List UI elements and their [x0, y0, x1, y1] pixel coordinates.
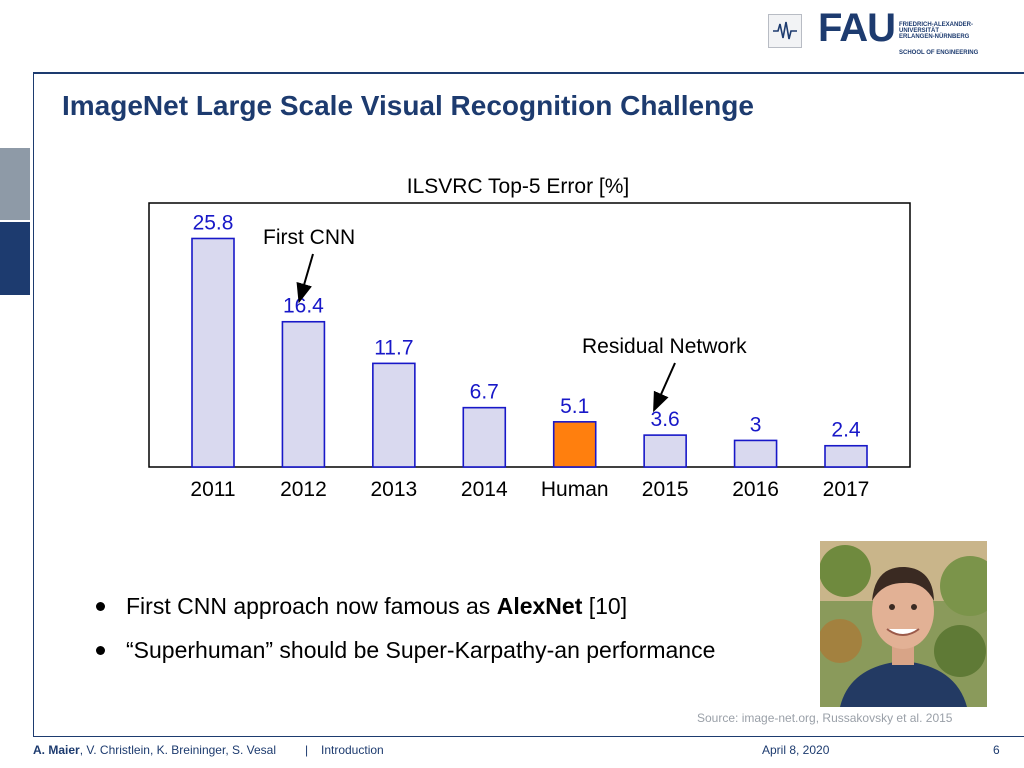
x-tick-label: 2011 — [190, 478, 235, 501]
x-tick-label: 2014 — [461, 478, 508, 501]
bar-2016 — [733, 439, 778, 468]
bar-2011 — [191, 237, 235, 468]
data-label: 6.7 — [470, 381, 499, 404]
x-tick-label: 2015 — [642, 478, 689, 501]
waveform-icon — [773, 21, 797, 40]
chart-title: ILSVRC Top-5 Error [%] — [407, 175, 630, 198]
fau-logo-university: FRIEDRICH-ALEXANDER- UNIVERSITÄT ERLANGE… — [899, 22, 973, 40]
slide-title: ImageNet Large Scale Visual Recognition … — [62, 90, 754, 121]
footer-date: April 8, 2020 — [762, 743, 830, 757]
x-tick-label: 2017 — [823, 478, 870, 501]
footer-authors: A. Maier, V. Christlein, K. Breininger, … — [33, 743, 277, 757]
plot-area — [148, 202, 911, 468]
lme-logo — [768, 14, 802, 48]
bar-2013 — [372, 362, 416, 468]
fau-logo-word: FAU — [818, 6, 896, 50]
annotation-arrow — [653, 362, 676, 413]
x-tick-label: Human — [541, 478, 609, 501]
data-label: 3 — [750, 413, 762, 436]
bullet-dot — [96, 645, 105, 655]
x-tick-label: 2012 — [280, 478, 327, 501]
footer-section: Introduction — [321, 743, 384, 757]
portrait-photo — [820, 541, 987, 707]
data-label: 16.4 — [283, 295, 324, 318]
bar-human — [552, 421, 597, 468]
slide-frame — [33, 72, 1024, 737]
footer-page-number: 6 — [993, 743, 1000, 757]
bullet-item: First CNN approach now famous as AlexNet… — [96, 584, 715, 628]
source-citation: Source: image-net.org, Russakovsky et al… — [697, 711, 953, 725]
bar-2012 — [281, 320, 326, 468]
bar-2014 — [462, 406, 507, 468]
bullet-list: First CNN approach now famous as AlexNet… — [96, 584, 715, 672]
annotation-label: First CNN — [263, 226, 355, 249]
data-label: 25.8 — [193, 211, 234, 234]
error-bar-chart: ILSVRC Top-5 Error [%] 25.8 2011 16.4 2012 1… — [148, 175, 911, 501]
data-label: 11.7 — [374, 336, 413, 359]
annotation-arrow — [296, 253, 314, 304]
data-label: 5.1 — [560, 395, 589, 418]
side-tab-upper — [0, 148, 30, 220]
data-label: 2.4 — [831, 419, 861, 442]
bar-2015 — [643, 434, 687, 468]
footer-divider — [33, 736, 1024, 737]
bullet-text: First CNN approach now famous as AlexNet… — [126, 592, 628, 619]
bullet-bold: AlexNet — [496, 592, 583, 619]
side-tab-lower — [0, 222, 30, 295]
fau-logo-school: SCHOOL OF ENGINEERING — [899, 50, 979, 56]
annotation-label: Residual Network — [582, 335, 747, 358]
footer-separator: | — [305, 743, 309, 757]
bullet-text: “Superhuman” should be Super-Karpathy-an… — [126, 636, 716, 663]
bar-2017 — [824, 444, 868, 468]
x-tick-label: 2016 — [732, 478, 779, 501]
bullet-dot — [96, 601, 105, 611]
x-tick-label: 2013 — [370, 478, 417, 501]
data-label: 3.6 — [651, 408, 680, 431]
bullet-item: “Superhuman” should be Super-Karpathy-an… — [96, 628, 715, 672]
